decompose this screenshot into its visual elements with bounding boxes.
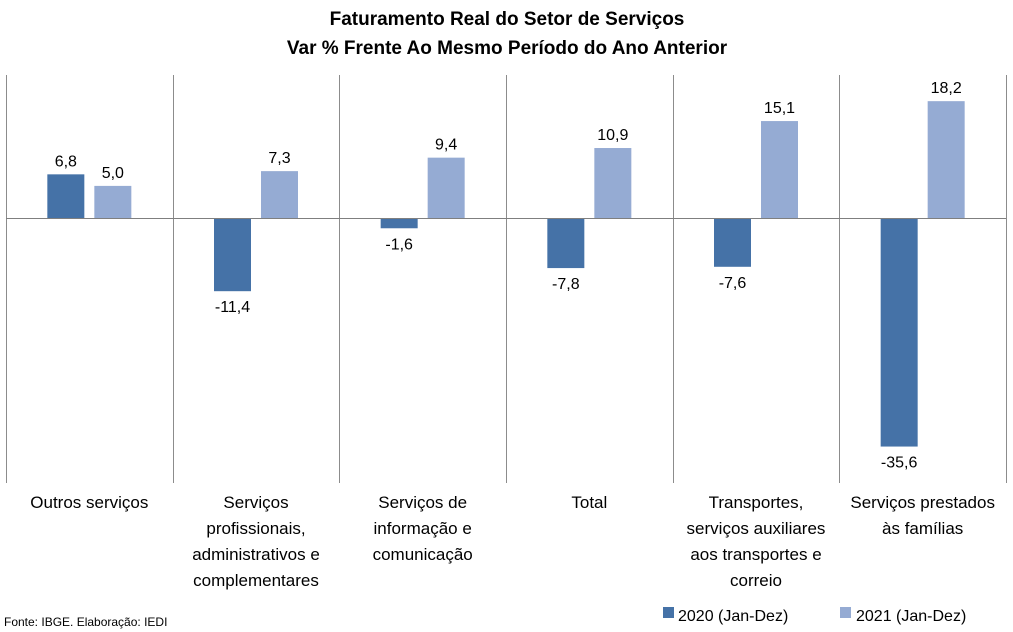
category-label: informação e — [374, 519, 472, 538]
chart-subtitle: Var % Frente Ao Mesmo Período do Ano Ant… — [287, 38, 728, 59]
bar-2021 — [94, 185, 132, 218]
bar-2021 — [761, 121, 798, 218]
category-label: Serviços de — [378, 493, 467, 512]
category-label: Serviços — [223, 493, 288, 512]
data-label: -7,6 — [719, 275, 747, 292]
category-label: complementares — [193, 571, 319, 590]
data-label: 7,3 — [268, 150, 290, 167]
bar-2020 — [547, 218, 585, 269]
bar-2020 — [214, 218, 251, 292]
data-label: -35,6 — [881, 455, 918, 472]
chart-title: Faturamento Real do Setor de Serviços — [330, 9, 685, 30]
legend-label-2020: 2020 (Jan-Dez) — [678, 608, 788, 625]
legend-label-2021: 2021 (Jan-Dez) — [856, 608, 966, 625]
legend-swatch-2020 — [663, 607, 674, 618]
bar-2020 — [880, 218, 918, 447]
bar-2020 — [47, 174, 85, 218]
data-label: -11,4 — [215, 299, 250, 316]
bar-2021 — [427, 157, 465, 218]
category-label: profissionais, — [206, 519, 305, 538]
category-label: Transportes, — [709, 493, 804, 512]
bar-2021 — [594, 148, 632, 218]
category-label: Outros serviços — [30, 493, 148, 512]
category-label: Serviços prestados — [850, 493, 995, 512]
data-label: 6,8 — [55, 153, 77, 170]
category-label: aos transportes e — [690, 545, 821, 564]
category-label: administrativos e — [192, 545, 320, 564]
data-label: 9,4 — [435, 137, 457, 154]
bar-2021 — [927, 101, 965, 218]
legend: 2020 (Jan-Dez) 2021 (Jan-Dez) — [663, 607, 966, 625]
legend-swatch-2021 — [840, 607, 851, 618]
category-label: correio — [730, 571, 782, 590]
category-label: comunicação — [373, 545, 473, 564]
source-note: Fonte: IBGE. Elaboração: IEDI — [4, 615, 167, 629]
data-label: 10,9 — [597, 127, 628, 144]
data-label: 5,0 — [102, 165, 124, 182]
plot-area: 6,8 -11,4 -1,6 -7,8 -7,6 -35,6 5,0 7,3 9,4 10,9 15… — [6, 75, 1007, 590]
bar-2020 — [714, 218, 751, 267]
bar-2020 — [380, 218, 418, 229]
category-label: às famílias — [882, 519, 963, 538]
category-label: Total — [571, 493, 607, 512]
data-label: -1,6 — [385, 236, 413, 253]
data-label: 15,1 — [764, 100, 795, 117]
category-label: serviços auxiliares — [687, 519, 826, 538]
data-label: -7,8 — [552, 276, 580, 293]
data-label: 18,2 — [931, 80, 962, 97]
bar-2021 — [261, 171, 298, 218]
